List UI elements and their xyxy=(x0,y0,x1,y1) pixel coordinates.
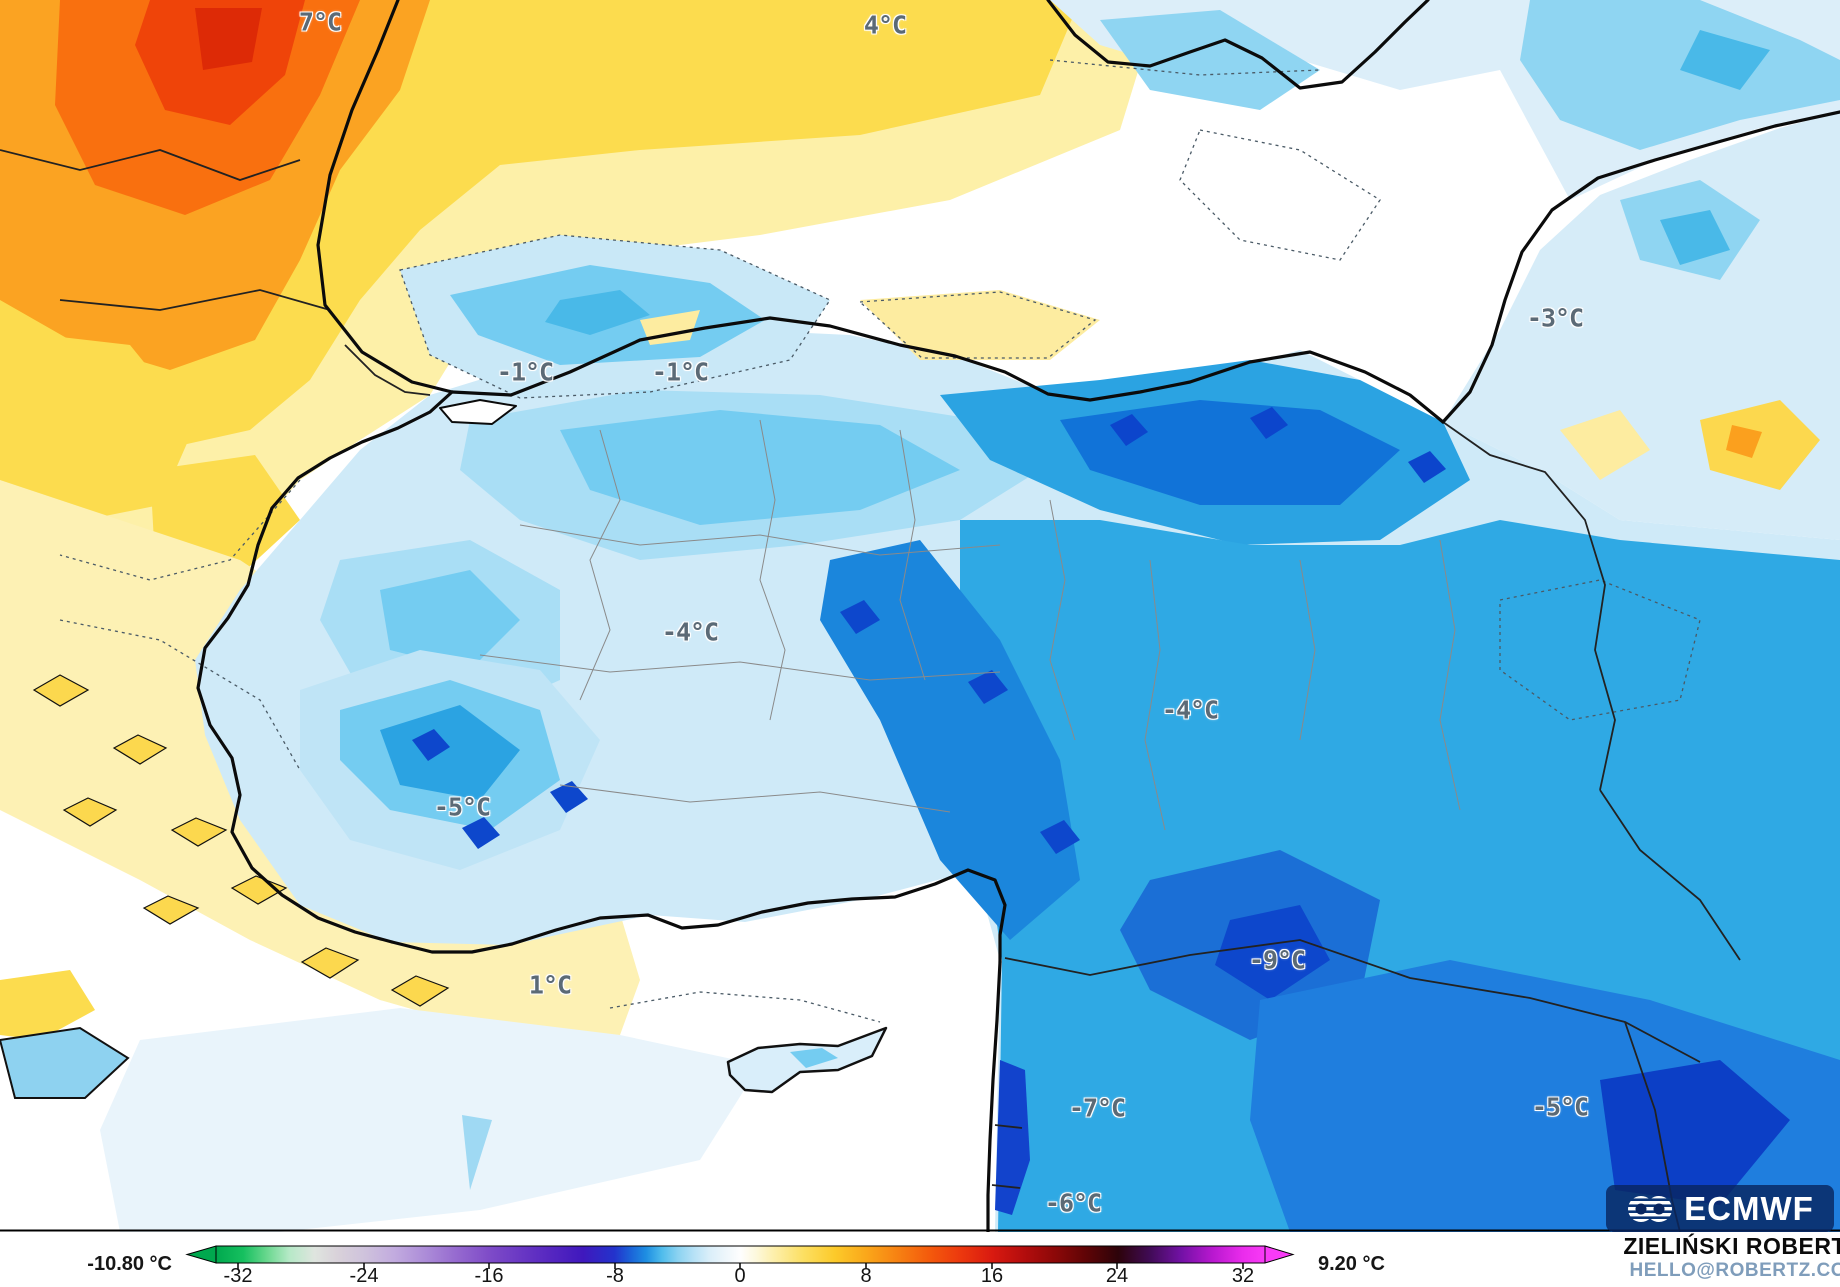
coastlines xyxy=(196,0,1840,1232)
temp-label: -5°C xyxy=(433,792,491,822)
ecmwf-wordmark: ECMWF xyxy=(1684,1190,1814,1227)
attribution-name: ZIELIŃSKI ROBERT xyxy=(1623,1233,1840,1259)
attribution: ZIELIŃSKI ROBERT HELLO@ROBERTZ.CO xyxy=(1623,1233,1840,1283)
colorbar-tick: 0 xyxy=(734,1265,746,1287)
colorbar-tick: 16 xyxy=(980,1265,1004,1287)
temp-label: -7°C xyxy=(1068,1093,1126,1123)
colorbar-min-label: -10.80 °C xyxy=(87,1253,172,1275)
colorbar-gradient xyxy=(185,1245,1295,1269)
temp-label: -6°C xyxy=(1044,1188,1102,1218)
temp-label: -1°C xyxy=(651,357,709,387)
temp-label: 7°C xyxy=(298,7,342,37)
colorbar-max-label: 9.20 °C xyxy=(1318,1253,1385,1275)
temp-label: -3°C xyxy=(1526,303,1584,333)
ecmwf-logo: ECMWF xyxy=(1606,1185,1834,1232)
colorbar-tick: 24 xyxy=(1105,1265,1129,1287)
temp-label: -4°C xyxy=(1161,695,1219,725)
temp-label: -5°C xyxy=(1531,1092,1589,1122)
cyprus-island xyxy=(726,1026,888,1094)
temp-label: 4°C xyxy=(863,10,907,40)
contour-lines xyxy=(59,59,1701,1023)
cool-region-shapes xyxy=(0,0,1840,1232)
colorbar-tick: -16 xyxy=(474,1265,504,1287)
colorbar-tick: -8 xyxy=(606,1265,624,1287)
attribution-email: HELLO@ROBERTZ.CO xyxy=(1629,1260,1840,1282)
temp-label: -4°C xyxy=(661,617,719,647)
colorbar-tick: 8 xyxy=(860,1265,872,1287)
colorbar: -32 -24 -16 -8 0 8 16 24 32 xyxy=(180,1238,1300,1287)
temp-label: -1°C xyxy=(496,357,554,387)
ecmwf-emblem-icon xyxy=(1628,1195,1673,1222)
colorbar-tick: 32 xyxy=(1231,1265,1255,1287)
temp-label: -9°C xyxy=(1248,945,1306,975)
temp-label: 1°C xyxy=(528,970,572,1000)
temperature-anomaly-map xyxy=(0,0,1840,1232)
warm-region-shapes xyxy=(0,0,1160,1040)
province-borders xyxy=(479,419,1461,831)
colorbar-tick: -32 xyxy=(223,1265,253,1287)
colorbar-tick: -24 xyxy=(349,1265,379,1287)
